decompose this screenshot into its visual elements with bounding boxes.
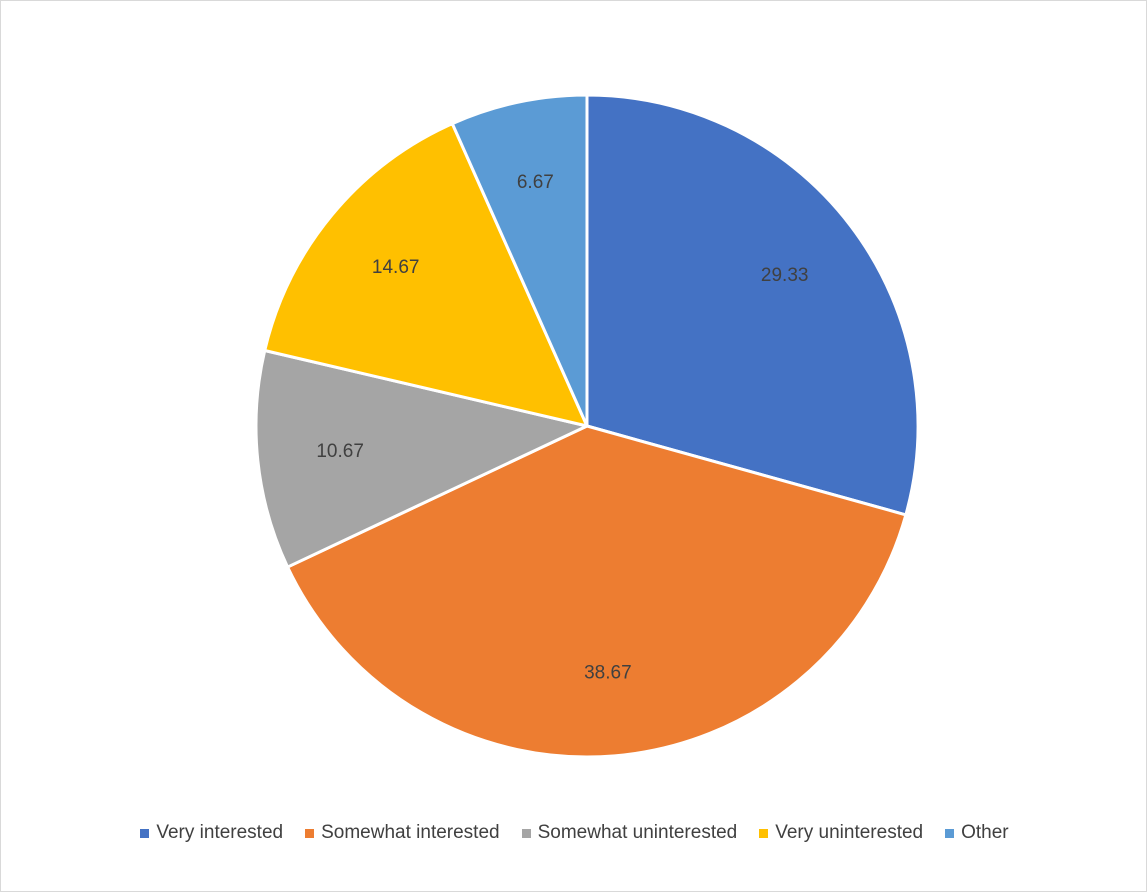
data-label-somewhat-interested: 38.67 [584, 662, 632, 683]
legend-label: Other [961, 822, 1009, 843]
pie-slice-very-uninterested[interactable] [263, 122, 589, 428]
data-labels: 29.33 38.67 10.67 14.67 6.67 [316, 172, 808, 683]
legend-swatch [305, 828, 315, 838]
pie-slice-somewhat-interested[interactable] [286, 424, 908, 759]
legend-swatch [945, 828, 955, 838]
pie-slice-somewhat-uninterested[interactable] [254, 349, 589, 569]
data-label-very-uninterested: 14.67 [372, 257, 420, 278]
legend-swatch [521, 828, 531, 838]
legend-label: Very interested [156, 822, 284, 843]
legend-label: Somewhat uninterested [537, 822, 738, 843]
data-label-very-interested: 29.33 [761, 265, 809, 286]
legend-item-somewhat-uninterested[interactable]: Somewhat uninterested [521, 822, 738, 844]
legend-item-very-interested[interactable]: Very interested [140, 822, 283, 844]
data-label-other: 6.67 [517, 172, 554, 193]
legend-swatch [759, 828, 769, 838]
legend-swatch [140, 828, 150, 838]
pie-slice-very-interested[interactable] [585, 93, 920, 517]
legend-item-somewhat-interested[interactable]: Somewhat interested [305, 822, 500, 844]
data-label-somewhat-uninterested: 10.67 [316, 441, 364, 462]
legend: Very interested Somewhat interested Some… [1, 819, 1147, 847]
legend-label: Somewhat interested [321, 822, 500, 843]
legend-label: Very uninterested [775, 822, 924, 843]
pie-slices [254, 93, 920, 759]
legend-item-other[interactable]: Other [945, 822, 1009, 844]
pie-slice-other[interactable] [450, 93, 589, 428]
legend-item-very-uninterested[interactable]: Very uninterested [759, 822, 923, 844]
